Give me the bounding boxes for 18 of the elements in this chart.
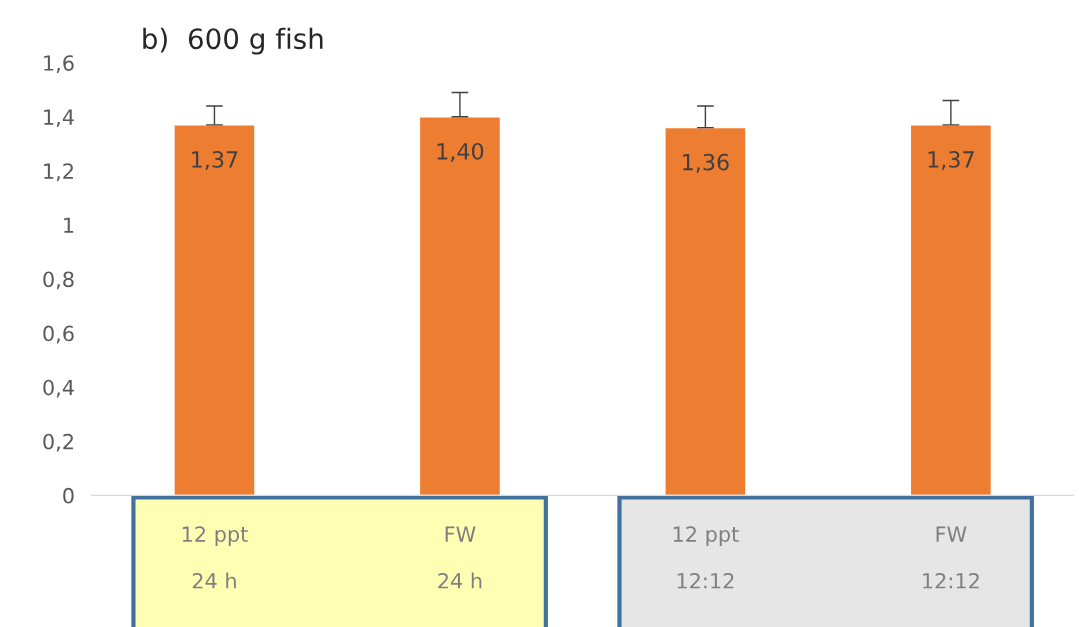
chart-title: b) 600 g fish [143,27,323,55]
y-tick-label: 1 [64,217,74,233]
category-label: 12 ppt 12:12 [673,526,739,589]
y-tick-label: 0,4 [43,379,74,398]
category-label: FW 12:12 [923,526,979,589]
category-label: 12 ppt 24 h [182,526,248,589]
y-tick-label: 0 [63,487,74,504]
y-tick-label: 1,2 [44,163,73,182]
y-tick-label: 0,6 [43,325,74,344]
data-label: 1,37 [192,151,238,171]
category-label: FW 24 h [438,526,482,589]
data-label: 1,40 [437,142,484,162]
data-label: 1,37 [928,151,974,171]
y-tick-label: 0,8 [43,271,74,290]
y-tick-label: 1,4 [44,109,74,128]
data-label: 1,36 [683,153,729,173]
y-tick-label: 1,6 [44,55,74,74]
y-tick-label: 0,2 [43,433,73,452]
